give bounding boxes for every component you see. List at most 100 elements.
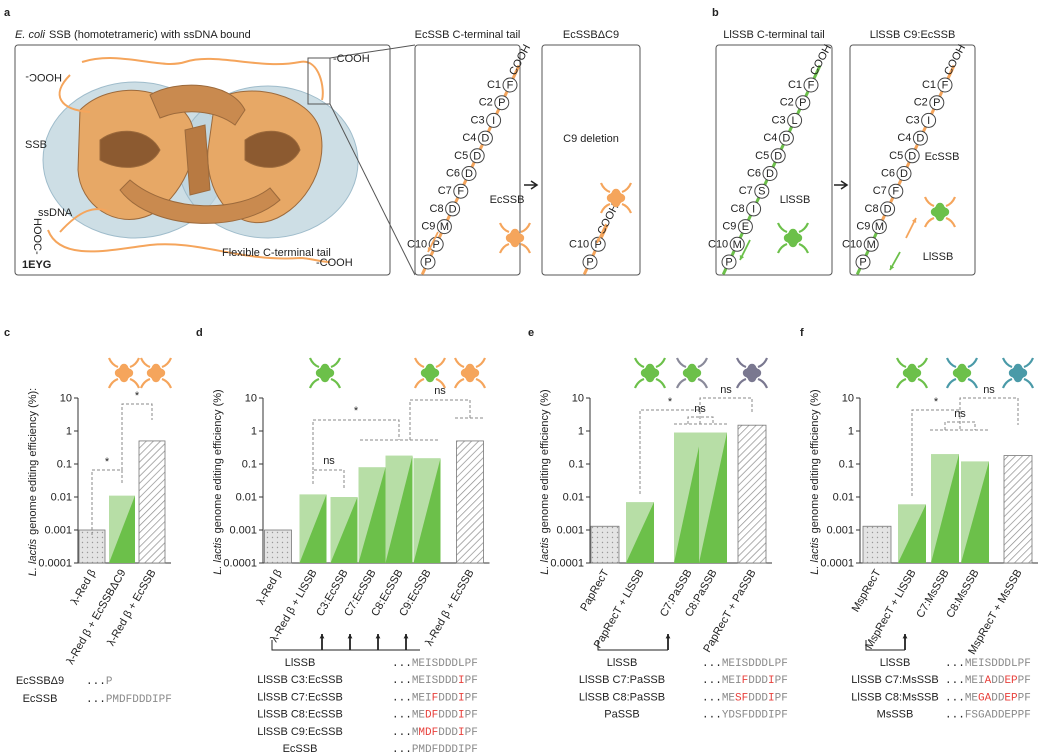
ssb-icon-tail [967, 357, 979, 369]
residue [871, 219, 887, 235]
derivation-line [271, 640, 420, 651]
ssdna-label: ssDNA [38, 207, 73, 219]
structure-title: E. coli SSB (homotetrameric) with ssDNA b… [15, 29, 251, 41]
alignment-sequence: ...MEISDDDLPF [702, 658, 788, 670]
sequence-highlight: I [458, 692, 465, 704]
significance-bracket [409, 399, 471, 440]
sequence-prefix: ... [86, 676, 106, 688]
ssb-icon-tail [798, 242, 810, 254]
y-axis-label-text: genome editing efficiency (%) [212, 389, 224, 533]
ssb-icon-tail [621, 182, 633, 194]
ssb-icon-lobe [425, 363, 435, 373]
ssb-icon-lobe [510, 228, 520, 238]
tail [81, 57, 324, 101]
sequence-prefix: ... [702, 675, 722, 687]
ssb-icon-tail [917, 357, 929, 369]
tail [58, 74, 91, 113]
sequence-segment: PF [465, 710, 478, 722]
zoom-box [307, 57, 331, 105]
bar-shade [330, 497, 358, 563]
sequence-highlight: DF [425, 710, 438, 722]
sequence-segment: FSGADDEPPF [965, 710, 1031, 722]
sequence-prefix: ... [945, 658, 965, 670]
ssb-icon-lobe [747, 373, 757, 383]
ssb-icon [453, 357, 487, 389]
ssb-label: SSB [25, 139, 47, 151]
ssb-icon-lobe [907, 363, 917, 373]
alignment-name: LlSSB C8:EcSSB [257, 709, 343, 721]
residue [880, 201, 896, 217]
tail-box-label: LlSSB [923, 251, 954, 263]
y-axis-label-text: genome editing efficiency (%): [27, 388, 39, 535]
ssb-icon-lobe [465, 373, 475, 383]
bar-shade [699, 432, 727, 563]
ssb-icon-tail [895, 377, 907, 389]
y-tick-label: 0.01 [833, 492, 854, 504]
panel-label: e [528, 327, 534, 339]
tail-box-title: LlSSB C9:EcSSB [870, 29, 956, 41]
ssb-icon-tail [475, 357, 487, 369]
alignment-name: LlSSB C7:EcSSB [257, 691, 343, 703]
residue [737, 219, 753, 235]
y-axis-label-species: L. lactis [27, 538, 39, 576]
residue-position: C4 [897, 132, 911, 144]
sequence-segment: PF [775, 692, 788, 704]
sequence-highlight: A [985, 675, 992, 687]
sequence-segment: PF [465, 675, 478, 687]
residue-letter: S [758, 186, 765, 198]
sequence-segment: DD [991, 675, 1005, 687]
y-tick-label: 0.1 [569, 459, 584, 471]
residue-letter: P [859, 257, 866, 269]
bar [264, 529, 292, 564]
residue-letter: E [742, 221, 749, 233]
terminus-label: -COOH [316, 257, 353, 269]
residue-position: C3 [471, 114, 485, 126]
residue-position: C3 [772, 114, 786, 126]
sequence-prefix: ... [392, 710, 412, 722]
ssb-icon-lobe [151, 373, 161, 383]
sequence-highlight: I [768, 675, 775, 687]
ssb-icon-tail [129, 357, 141, 369]
ssb-icon [675, 357, 709, 389]
ssb-icon-tail [923, 216, 935, 228]
residue-letter: L [792, 115, 798, 127]
sequence-prefix: ... [392, 727, 412, 739]
alignment-sequence: ...MESFDDDIPF [702, 692, 788, 704]
ssb-icon-lobe [687, 373, 697, 383]
derivation-line [597, 640, 668, 651]
sequence-prefix: ... [392, 675, 412, 687]
panel-label: c [4, 327, 10, 339]
significance-label: * [668, 396, 673, 408]
ssb-icon-tail [435, 377, 447, 389]
sequence-segment: P [106, 676, 113, 688]
ssb-icon-lobe [935, 202, 945, 212]
ssb-icon-tail [308, 357, 320, 369]
tail-label: Flexible C-terminal tail [222, 247, 331, 259]
y-tick-label: 0.0001 [38, 558, 72, 570]
ssb-icon-tail [308, 377, 320, 389]
alignment-sequence: ...MEDFDDDIPF [392, 710, 478, 722]
residue [888, 183, 904, 199]
ssb-icon-tail [945, 216, 957, 228]
ssb-icon-tail [1023, 357, 1035, 369]
residue [863, 236, 879, 252]
ssb-icon [599, 182, 633, 214]
significance-label: ns [434, 385, 446, 397]
residue [477, 130, 493, 146]
y-tick-label: 10 [60, 393, 72, 405]
bar-shade [898, 504, 926, 563]
alignment-name: LlSSB C3:EcSSB [257, 674, 343, 686]
sequence-segment: ME [722, 692, 736, 704]
significance-label: * [135, 390, 140, 402]
tail-box-label: LlSSB [780, 194, 811, 206]
alignment-name: LlSSB [880, 657, 911, 669]
terminus-label: -COOH [333, 53, 370, 65]
residue [582, 254, 598, 270]
residue-position: C7 [873, 185, 887, 197]
ssb-icon-tail [697, 357, 709, 369]
ssb-icon [923, 196, 957, 228]
sequence-prefix: ... [945, 692, 965, 704]
ssb-icon-lobe [687, 363, 697, 373]
alignment-sequence: ...MMDFDDDIPF [392, 727, 478, 739]
